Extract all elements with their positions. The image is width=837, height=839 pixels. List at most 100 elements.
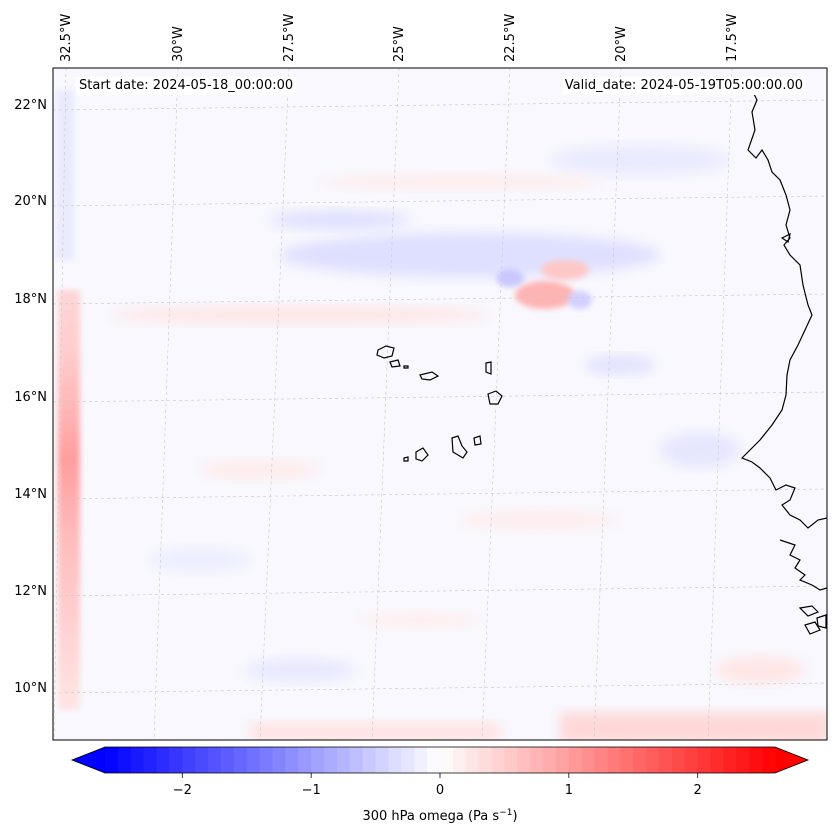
island-santo-antao	[376, 345, 395, 359]
colorbar-step	[311, 747, 325, 773]
blue-patch-20n	[270, 210, 410, 230]
meridian-line	[153, 68, 179, 740]
lat-label-12-n: 12°N	[14, 584, 47, 599]
colorbar-step	[452, 747, 467, 773]
island-sal	[485, 361, 492, 375]
colorbar-tick-label: 1	[565, 783, 573, 798]
red-patch-11n	[360, 612, 480, 628]
colorbar-step	[555, 747, 570, 773]
island-boa-vista	[487, 390, 503, 405]
guinea-bissau-coast	[779, 539, 827, 591]
red-core-18n	[515, 281, 575, 309]
colorbar-step	[156, 747, 170, 773]
colorbar-step	[208, 747, 222, 773]
blue-band-19n	[280, 233, 660, 277]
blue-core-18n-east	[568, 291, 592, 309]
colorbar-step	[130, 747, 145, 773]
colorbar-step	[195, 747, 209, 773]
lon-label-17p5-w: 17.5°W	[725, 14, 740, 62]
red-core-18n-north	[541, 260, 589, 280]
lat-label-20-n: 20°N	[14, 194, 47, 209]
colorbar-step	[388, 747, 402, 773]
blue-core-18n	[496, 269, 524, 287]
colorbar-step	[594, 747, 608, 773]
colorbar-step	[581, 747, 596, 773]
latitude-labels: 22°N 20°N 18°N 16°N 14°N 12°N 10°N	[14, 98, 47, 696]
western-boundary-stripe	[58, 290, 80, 710]
colorbar-step	[723, 747, 737, 773]
island-santiago	[451, 435, 468, 459]
bijagos-island-2	[804, 621, 821, 635]
colorbar-step	[478, 747, 493, 773]
red-band-20n	[320, 174, 600, 190]
meridian-line	[53, 68, 67, 740]
colorbar-step	[736, 747, 750, 773]
map-frame	[52, 67, 828, 741]
colorbar-step	[285, 747, 299, 773]
colorbar-step	[530, 747, 544, 773]
colorbar-step	[336, 747, 351, 773]
lon-label-25-w: 25°W	[392, 26, 407, 62]
valid-date-label: Valid_date: 2024-05-19T05:00:00.00	[561, 77, 806, 95]
colorbar-steps	[105, 747, 776, 773]
island-sao-vicente	[389, 359, 401, 368]
map-panel	[52, 67, 828, 741]
southern-red-band	[560, 712, 827, 740]
island-brava	[403, 456, 409, 462]
colorbar-outline	[70, 746, 810, 774]
colorbar-step	[414, 747, 428, 773]
colorbar-step	[749, 747, 763, 773]
lat-label-14-n: 14°N	[14, 487, 47, 502]
colorbar-step	[440, 747, 454, 773]
africa-coastline	[740, 89, 827, 529]
lon-label-20-w: 20°W	[614, 26, 629, 62]
colorbar-step	[568, 747, 583, 773]
western-blue-stripe	[56, 90, 74, 260]
blue-patch-16n	[585, 355, 655, 375]
colorbar-step	[620, 747, 634, 773]
meridian-line	[371, 68, 400, 740]
lon-label-22p5-w: 22.5°W	[503, 14, 518, 62]
blue-patch-21n	[550, 145, 730, 175]
colorbar: −2 −1 0 1 2 300 hPa omega (Pa s−1)	[70, 746, 810, 824]
colorbar-tick-label: 2	[694, 783, 702, 798]
colorbar-step	[324, 747, 338, 773]
colorbar-step	[143, 747, 158, 773]
colorbar-tick-label: −1	[302, 783, 321, 798]
lat-label-10-n: 10°N	[14, 681, 47, 696]
colorbar-step	[465, 747, 480, 773]
meridian-line	[707, 68, 733, 740]
lat-label-22-n: 22°N	[14, 98, 47, 113]
colorbar-extend-max	[775, 747, 808, 773]
colorbar-step	[233, 747, 248, 773]
omega-field	[56, 90, 827, 740]
blue-patch-15n	[660, 432, 740, 468]
lon-label-32p5-w: 32.5°W	[59, 14, 74, 62]
red-band-17n	[110, 306, 490, 324]
colorbar-step	[633, 747, 647, 773]
blue-patch-13n	[150, 548, 250, 572]
colorbar-step	[169, 747, 183, 773]
colorbar-step	[697, 747, 712, 773]
colorbar-step	[182, 747, 196, 773]
colorbar-step	[517, 747, 531, 773]
island-maio	[473, 435, 482, 446]
lat-label-18-n: 18°N	[14, 292, 47, 307]
longitude-labels: 32.5°W 30°W 27.5°W 25°W 22.5°W 20°W 17.5°W	[59, 14, 740, 62]
colorbar-step	[710, 747, 724, 773]
colorbar-step	[671, 747, 686, 773]
red-patch-10n	[715, 656, 805, 684]
colorbar-step	[298, 747, 312, 773]
colorbar-step	[659, 747, 673, 773]
lon-label-30-w: 30°W	[171, 26, 186, 62]
colorbar-step	[362, 747, 377, 773]
colorbar-tick-label: 0	[436, 783, 444, 798]
meridian-line	[259, 68, 290, 740]
island-fogo	[415, 447, 429, 462]
lon-label-27p5-w: 27.5°W	[282, 14, 297, 62]
colorbar-step	[220, 747, 235, 773]
colorbar-step	[272, 747, 286, 773]
meridian-line	[593, 68, 622, 740]
colorbar-extend-min	[72, 747, 105, 773]
lat-label-16-n: 16°N	[14, 390, 47, 405]
